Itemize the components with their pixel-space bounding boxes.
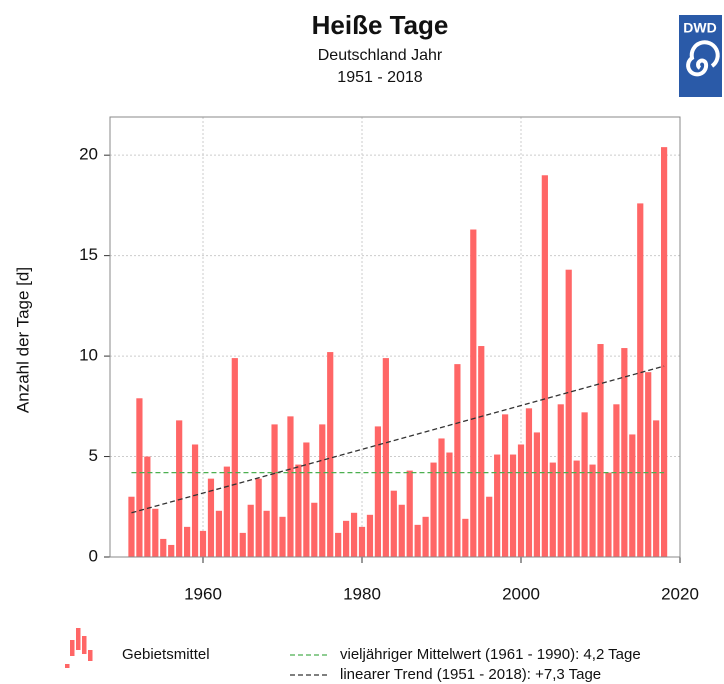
x-tick-label: 2020 (661, 584, 699, 603)
bar (279, 516, 286, 557)
bar (557, 404, 564, 557)
legend-label: vieljähriger Mittelwert (1961 - 1990): 4… (340, 646, 641, 663)
bar (470, 229, 477, 557)
bar (589, 464, 596, 557)
bar (390, 490, 397, 557)
bar (327, 352, 334, 557)
bar (446, 452, 453, 557)
chart-subtitle: Deutschland Jahr (318, 47, 443, 64)
bar (422, 516, 429, 557)
y-tick-label: 10 (79, 346, 98, 365)
bar (128, 496, 135, 557)
bar (335, 532, 342, 557)
bar (247, 504, 254, 557)
bar (541, 175, 548, 558)
y-tick-label: 0 (89, 546, 98, 565)
legend-label: linearer Trend (1951 - 2018): +7,3 Tage (340, 666, 601, 683)
legend-swatch (70, 640, 75, 656)
bar (168, 544, 175, 557)
bar (613, 404, 620, 557)
bar (645, 372, 652, 557)
bar (462, 518, 469, 557)
x-tick-label: 2000 (502, 584, 540, 603)
bar (581, 412, 588, 557)
logo-spiral (686, 40, 720, 77)
bar (287, 416, 294, 557)
bar (661, 147, 668, 557)
bar (255, 478, 262, 557)
logo-box (679, 15, 722, 97)
bar (637, 203, 644, 557)
y-tick-label: 15 (79, 245, 98, 264)
bar (573, 460, 580, 557)
legend-swatch (82, 636, 87, 654)
x-tick-label: 1980 (343, 584, 381, 603)
bar (605, 472, 612, 557)
bar (303, 442, 310, 557)
y-tick-label: 5 (89, 446, 98, 465)
bar (184, 526, 191, 557)
bar (478, 346, 485, 557)
legend-label: Gebietsmittel (122, 646, 210, 663)
bar (406, 470, 413, 557)
bar (430, 462, 437, 557)
bar (382, 358, 389, 557)
bar (319, 424, 326, 557)
legend-swatch (88, 650, 93, 661)
bar (358, 526, 366, 557)
bar (160, 538, 167, 557)
bar (311, 502, 318, 557)
y-tick-label: 20 (79, 145, 98, 164)
bar (191, 444, 199, 557)
bar (621, 348, 628, 557)
chart-title: Heiße Tage (312, 10, 449, 40)
bar (629, 434, 636, 557)
bar (454, 364, 461, 557)
bar (414, 524, 421, 557)
bar (398, 504, 405, 557)
bar (215, 510, 223, 557)
bar (549, 462, 556, 557)
bar (486, 496, 493, 557)
reference-line (131, 365, 665, 514)
bar (136, 398, 143, 557)
logo: DWD (679, 15, 722, 97)
bar (207, 478, 215, 557)
plot-frame (109, 116, 681, 558)
bar (343, 520, 350, 557)
bar (144, 456, 151, 557)
bar (231, 358, 238, 557)
bar (176, 420, 183, 557)
bar (350, 512, 358, 557)
bar (199, 530, 207, 557)
y-axis-label: Anzahl der Tage [d] (13, 267, 32, 413)
bar (565, 269, 572, 557)
x-tick-label: 1960 (184, 584, 222, 603)
bar (438, 438, 445, 557)
bar (494, 454, 501, 557)
bar (239, 532, 246, 557)
bar (374, 426, 382, 557)
bar (502, 414, 509, 557)
bar (263, 510, 270, 557)
chart-period: 1951 - 2018 (337, 69, 423, 86)
bar (533, 432, 541, 557)
bar (653, 420, 660, 557)
bar (509, 454, 517, 557)
bar (152, 508, 159, 557)
bar (366, 514, 374, 557)
bar (223, 466, 230, 557)
bar (597, 344, 604, 557)
logo-text: DWD (683, 20, 716, 36)
legend-swatch (65, 664, 70, 668)
bar (525, 408, 533, 557)
bar (271, 424, 278, 557)
bar (295, 464, 302, 557)
bar (517, 444, 525, 557)
legend-swatch (76, 628, 81, 650)
